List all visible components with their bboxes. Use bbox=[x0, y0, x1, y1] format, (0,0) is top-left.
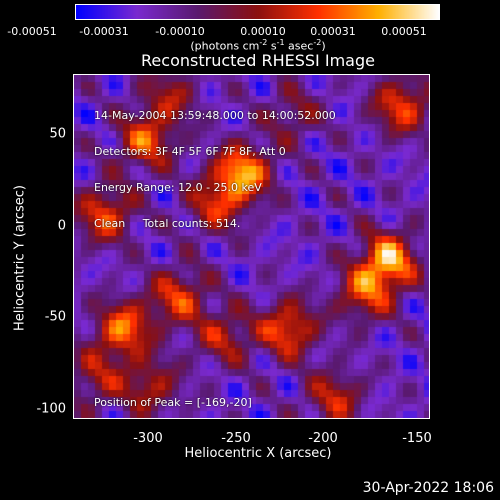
colorbar-tick-label: 0.00051 bbox=[381, 25, 427, 38]
info-line-time: 14-May-2004 13:59:48.000 to 14:00:52.000 bbox=[94, 109, 336, 122]
plot-title: Reconstructed RHESSI Image bbox=[141, 51, 375, 70]
y-tick-label: 50 bbox=[49, 126, 66, 142]
x-axis-label: Heliocentric X (arcsec) bbox=[184, 446, 332, 461]
x-tick-label: -200 bbox=[308, 431, 338, 446]
image-frame bbox=[73, 74, 430, 419]
info-line-energy: Energy Range: 12.0 - 25.0 keV bbox=[94, 181, 262, 194]
timestamp: 30-Apr-2022 18:06 bbox=[362, 480, 494, 496]
colorbar-tick-label: 0.00010 bbox=[240, 25, 286, 38]
y-tick-label: -100 bbox=[36, 401, 66, 417]
colorbar-tick-label: -0.00051 bbox=[7, 25, 57, 38]
x-tick-label: -250 bbox=[221, 431, 251, 446]
peak-position-label: Position of Peak = [-169,-20] bbox=[94, 396, 252, 409]
y-axis-label: Heliocentric Y (arcsec) bbox=[12, 185, 28, 331]
rhessi-image-heatmap bbox=[74, 75, 429, 418]
x-tick-label: -300 bbox=[133, 431, 163, 446]
x-tick-label: -150 bbox=[402, 431, 432, 446]
y-tick-label: -50 bbox=[44, 309, 66, 325]
info-line-detectors: Detectors: 3F 4F 5F 6F 7F 8F, Att 0 bbox=[94, 145, 286, 158]
colorbar-tick-label: 0.00031 bbox=[310, 25, 356, 38]
y-tick-label: 0 bbox=[57, 218, 66, 234]
colorbar bbox=[75, 4, 440, 20]
colorbar-tick-label: -0.00031 bbox=[79, 25, 129, 38]
colorbar-unit-label: (photons cm-2 s-1 asec-2) bbox=[190, 38, 326, 53]
colorbar-tick-label: -0.00010 bbox=[155, 25, 205, 38]
observation-info: 14-May-2004 13:59:48.000 to 14:00:52.000… bbox=[94, 86, 336, 242]
info-line-counts: Clean Total counts: 514. bbox=[94, 217, 241, 230]
